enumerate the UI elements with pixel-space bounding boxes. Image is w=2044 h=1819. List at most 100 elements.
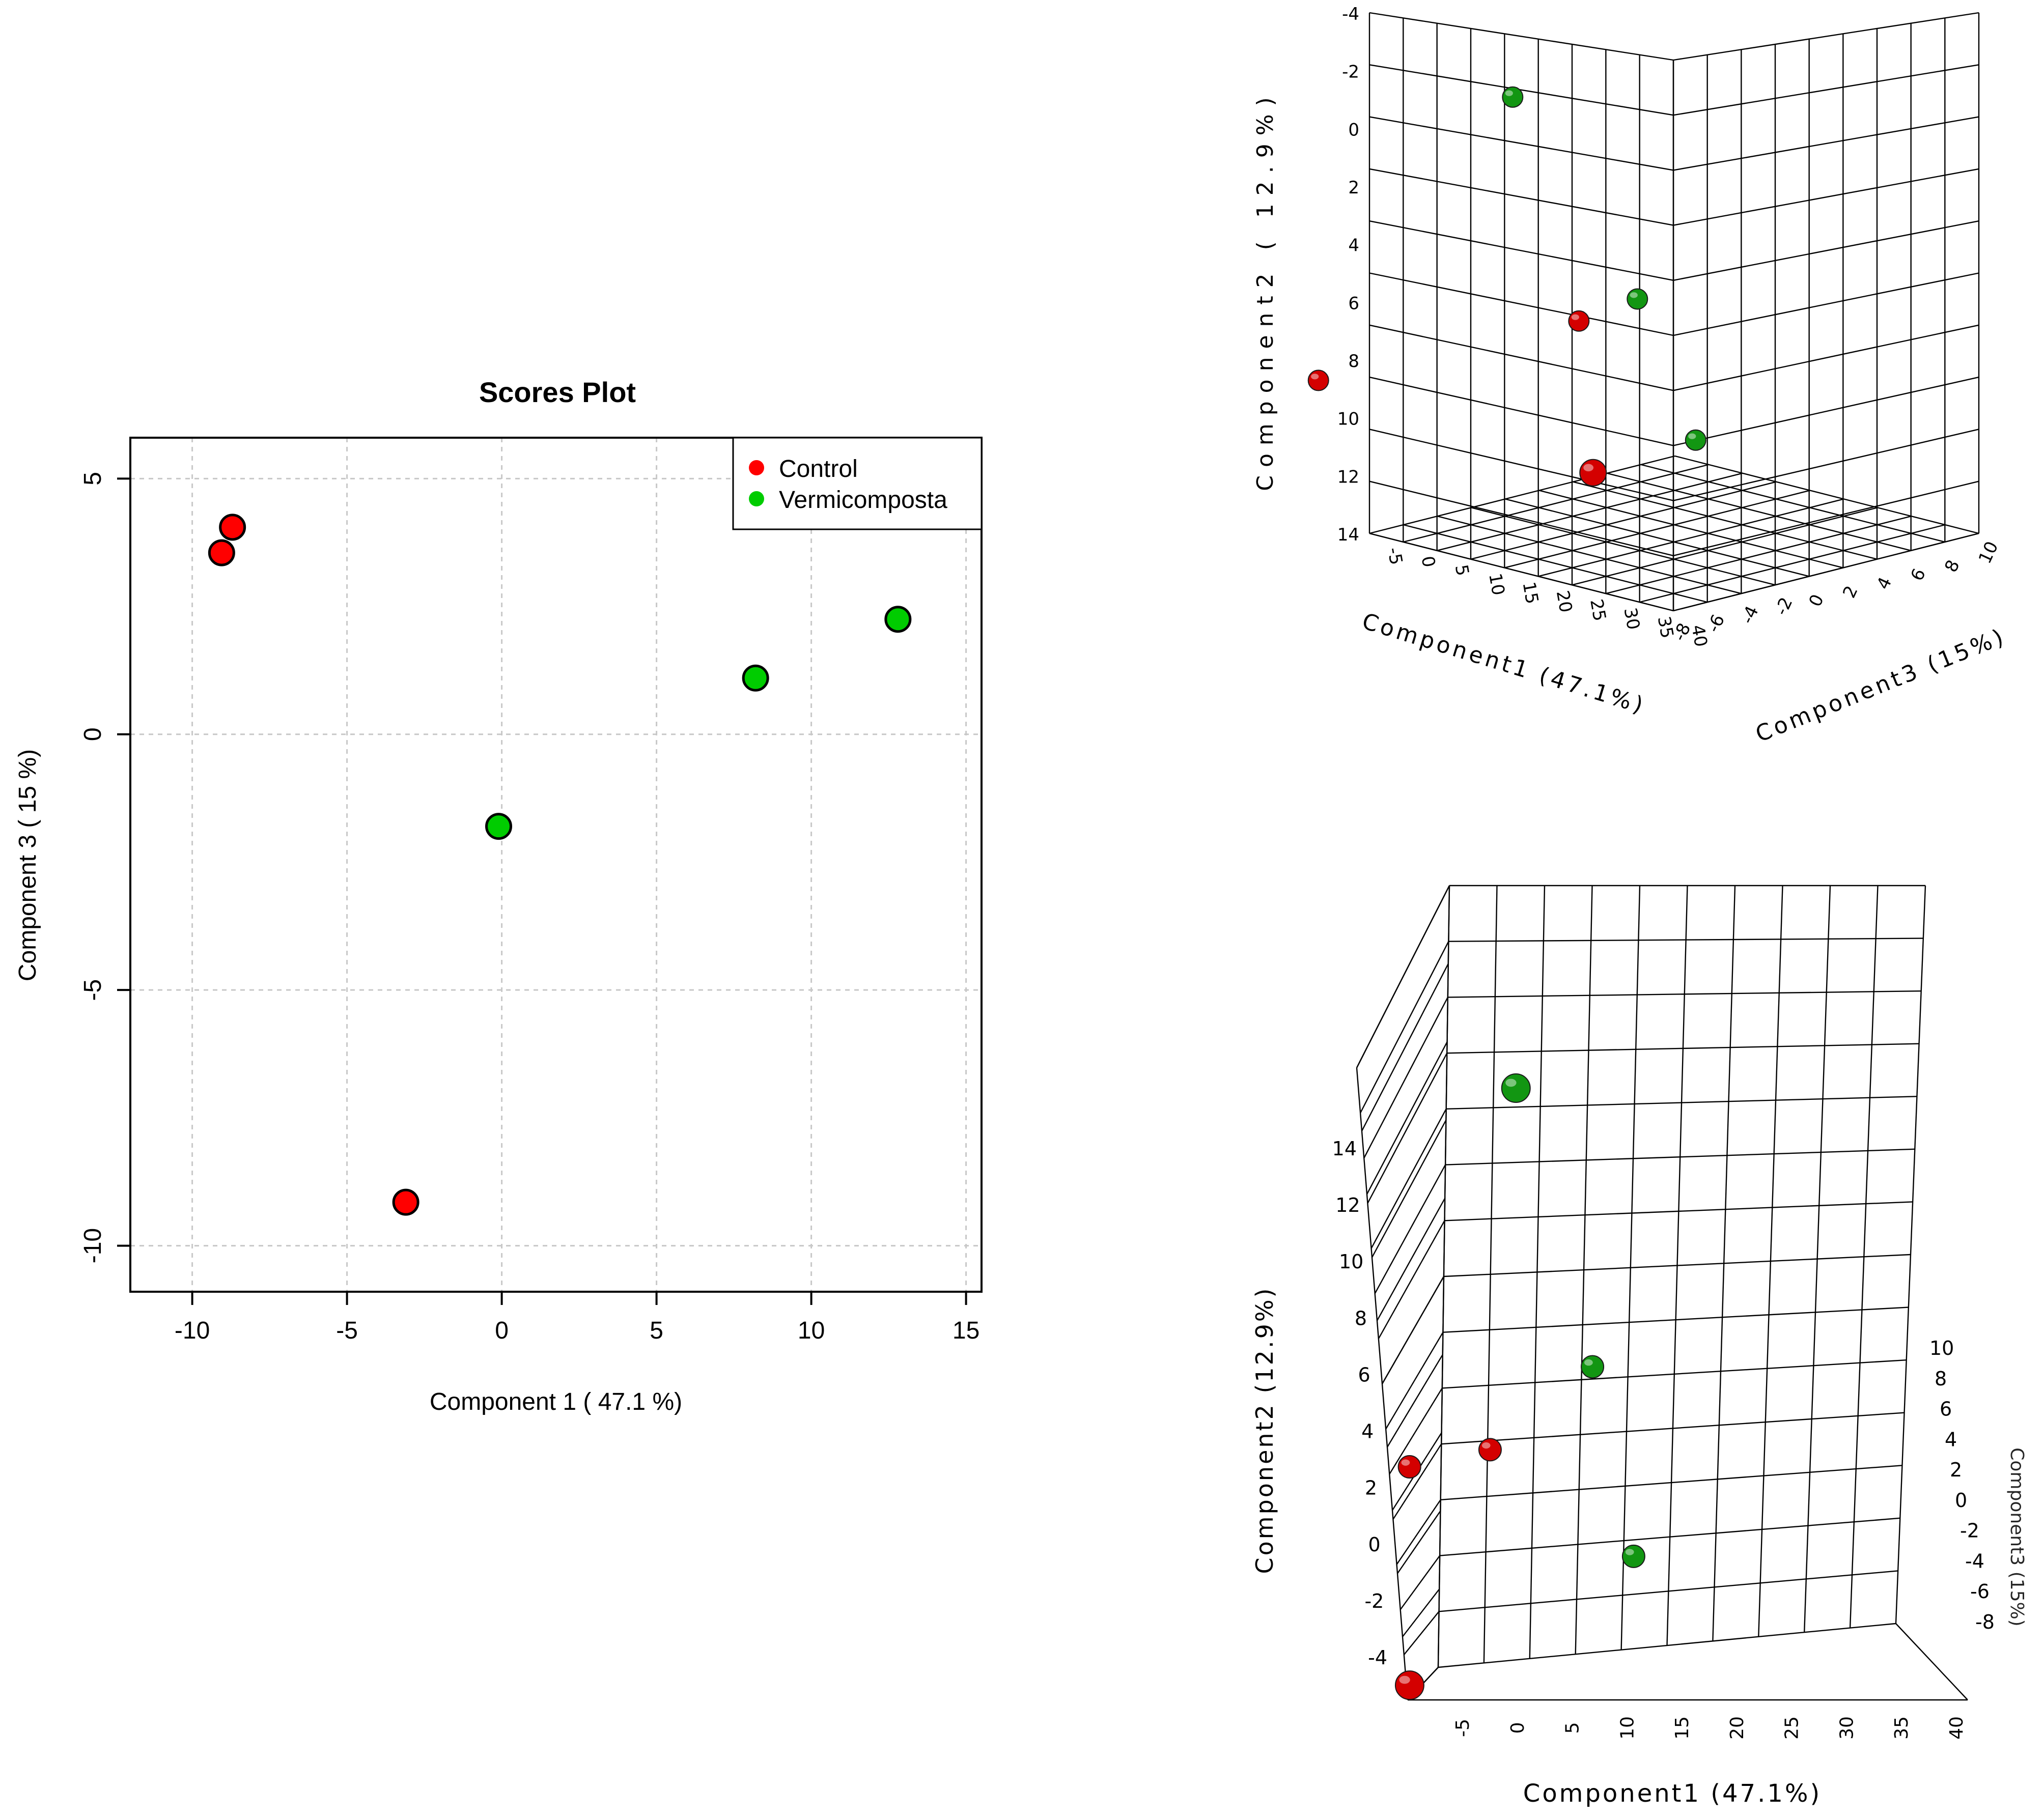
y-tick-label: 4: [1348, 236, 1359, 256]
point-control: [1394, 1670, 1424, 1700]
point-control: [1568, 310, 1590, 332]
x-axis: -5 0 5 10 15 20 25 30 35 40: [1452, 1716, 1967, 1740]
point-control: [219, 514, 246, 541]
y-tick-label: -10: [79, 1228, 106, 1263]
grid-line-floor: [1505, 498, 1809, 577]
grid-line-back-wall: [1441, 1412, 1905, 1445]
grid-line-left-wall: [1385, 1332, 1444, 1430]
x-tick-label: 30: [1619, 606, 1643, 632]
grid-line-wall-right: [1673, 272, 1979, 336]
x-tick-label: 15: [953, 1317, 979, 1344]
grid-line-floor: [1606, 516, 1912, 594]
point-vermicomposta: [1501, 1073, 1531, 1103]
point-vermicomposta-highlight: [1505, 90, 1513, 96]
points: [1394, 1073, 1645, 1700]
grid-line-back-wall: [1440, 1517, 1900, 1556]
legend-label-vermicomposta: Vermicomposta: [779, 487, 947, 514]
point-control: [1397, 1455, 1421, 1479]
point-control-highlight: [1583, 464, 1594, 472]
grid-line-wall-left: [1369, 64, 1674, 116]
x-tick-label: 0: [495, 1317, 509, 1344]
z-tick-label: 8: [1935, 1368, 1947, 1390]
grid-line-wall-left: [1369, 116, 1674, 171]
x-tick-label: -5: [1452, 1719, 1473, 1737]
legend: Control Vermicomposta: [732, 437, 983, 530]
point-control: [392, 1188, 419, 1216]
grid-line-back-wall: [1446, 1096, 1917, 1110]
grid-line-wall-right: [1673, 429, 1979, 501]
grid-line-back-wall: [1440, 1465, 1902, 1501]
y-tick-label: 12: [1335, 1194, 1360, 1216]
x-tick-label: 5: [650, 1317, 663, 1344]
y-axis-label: Component2 ( 12.9%): [1252, 89, 1278, 491]
grid-line-floor: [1369, 532, 1674, 612]
x-tick-label: 20: [1727, 1716, 1748, 1740]
grid-line-wall-right: [1673, 12, 1979, 61]
point-control: [208, 539, 235, 566]
grid-line-floor: [1639, 524, 1945, 603]
point-control-highlight: [1399, 1675, 1410, 1684]
grid-line-left-wall: [1361, 963, 1449, 1131]
grid-line-wall-right: [1673, 116, 1979, 171]
grid-line-wall-left: [1369, 480, 1674, 556]
z-tick-label: 10: [1929, 1337, 1954, 1359]
y-tick-label: 4: [1361, 1420, 1374, 1443]
grid-line-left-wall: [1366, 1041, 1448, 1195]
x-tick-label: 15: [1518, 580, 1542, 606]
x-tick-label: 5: [1562, 1722, 1583, 1734]
y-tick-label: 10: [1339, 1250, 1363, 1273]
z-tick-label: -2: [1960, 1520, 1979, 1542]
y-tick-label: -2: [1342, 62, 1359, 82]
grid-3d: [1368, 12, 1980, 612]
y-tick-label: 6: [1348, 293, 1359, 314]
y-axis: -4 -2 0 2 4 6 8 10 12 14: [1337, 4, 1359, 545]
grid-line-wall-right: [1673, 220, 1979, 281]
point-control-highlight: [1401, 1459, 1410, 1466]
y-tick-label: -4: [1342, 4, 1359, 24]
y-tick-label: 2: [1348, 178, 1359, 198]
y-tick-label: 0: [79, 727, 106, 741]
y-tick-label: -5: [79, 979, 106, 1001]
grid-line-back-wall: [1445, 1148, 1915, 1166]
grid-line-left-wall: [1386, 1354, 1443, 1447]
grid-line-left-wall: [1376, 1198, 1446, 1321]
grid-line-left-wall: [1392, 1443, 1442, 1520]
grid-line-left-wall: [1367, 1053, 1448, 1204]
grid-line-left-wall: [1371, 1120, 1447, 1258]
x-tick-label: 10: [1617, 1716, 1638, 1740]
grid-line-floor: [1538, 498, 1844, 577]
point-control-highlight: [1481, 1442, 1491, 1449]
point-control-highlight: [1311, 374, 1319, 380]
grid-line-left-wall: [1360, 941, 1449, 1114]
x-tick-label: 35: [1654, 615, 1677, 640]
grid-line-floor: [1539, 490, 1843, 569]
point-vermicomposta: [1502, 86, 1524, 108]
grid-line-left-wall: [1381, 1276, 1445, 1384]
grid-line-right-edge: [1895, 1623, 1968, 1700]
grid-line-back-wall: [1443, 1306, 1909, 1333]
x-axis-label: Component1 (47.1%): [1523, 1779, 1822, 1808]
grid-line-wall-right: [1673, 480, 1979, 556]
legend-marker-control: [749, 460, 764, 475]
point-vermicomposta: [1581, 1355, 1605, 1379]
x-tick-label: 25: [1586, 598, 1610, 623]
z-tick-label: -8: [1975, 1611, 1995, 1633]
grid-line-back-wall: [1444, 1201, 1913, 1221]
grid-line-floor: [1403, 524, 1707, 603]
z-axis-label: Component3 (15%): [2006, 1447, 2027, 1626]
grid-line-floor: [1437, 472, 1743, 551]
point-vermicomposta-highlight: [1688, 433, 1696, 439]
point-vermicomposta-highlight: [1630, 292, 1638, 298]
x-tick-label: 20: [1552, 589, 1576, 614]
point-vermicomposta-highlight: [1625, 1549, 1634, 1555]
x-tick-label: 0: [1507, 1722, 1528, 1734]
grid-line-floor: [1674, 455, 1979, 534]
y-axis-label: Component2 (12.9%): [1251, 1287, 1278, 1574]
points: [1307, 86, 1706, 487]
x-tick-label: 10: [1485, 572, 1508, 597]
y-tick-label: 8: [1355, 1307, 1367, 1329]
x-tick-label: -5: [336, 1317, 358, 1344]
x-tick-label: 10: [798, 1317, 825, 1344]
